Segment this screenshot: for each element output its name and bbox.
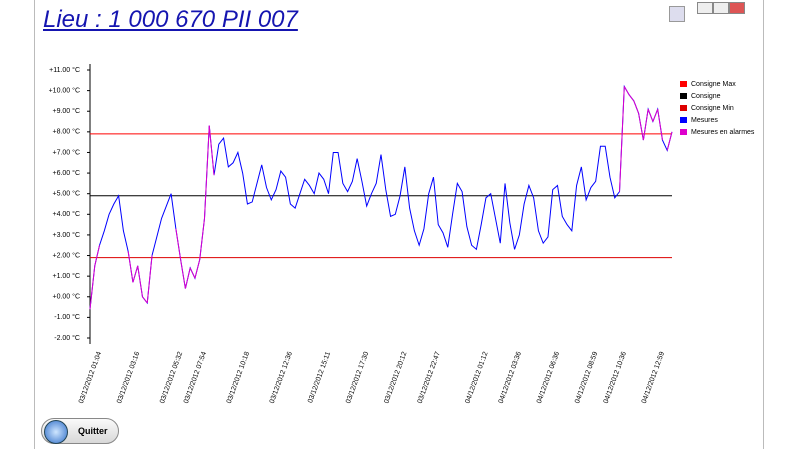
page-title: Lieu : 1 000 670 PII 007 [43,6,298,33]
alarm-segment [146,255,153,304]
print-icon[interactable] [669,6,685,22]
x-tick-label: 04/12/2012 10:36 [603,351,628,405]
y-tick-label: +5.00 °C [52,190,80,198]
alarm-segment [189,267,196,279]
alarm-segment [94,245,101,266]
alarm-segment [619,86,625,192]
legend-swatch [680,129,687,135]
line [89,84,673,310]
y-tick-label: +10.00 °C [49,86,80,94]
chart: +11.00 °C +10.00 °C +9.00 °C +8.00 °C +7.00 … [49,64,755,405]
alarm-segment [628,94,635,102]
y-tick-label: +0.00 °C [52,293,80,301]
y-tick-label: +4.00 °C [52,210,80,218]
alarm-segment [647,108,654,122]
x-tick-label: 04/12/2012 03:36 [498,351,523,405]
x-tick-label: 03/12/2012 01:04 [78,351,103,405]
y-tick-label: +6.00 °C [52,169,80,177]
legend-label: Mesures en alarmes [691,129,755,136]
legend-label: Mesures [691,117,718,124]
legend-label: Consigne Max [691,81,736,88]
alarm-segment [666,131,673,151]
alarm-segment [633,100,640,114]
x-tick-label: 03/12/2012 05:32 [159,351,184,405]
x-tick-label: 04/12/2012 06:36 [536,351,561,405]
x-tick-label: 04/12/2012 12:59 [641,351,666,405]
y-tick-label: -2.00 °C [54,334,80,342]
legend-swatch [680,105,687,111]
x-tick-label: 03/12/2012 15:11 [307,351,332,404]
minimize-button[interactable] [697,2,713,14]
alarm-segment [127,251,134,283]
y-tick-label: +8.00 °C [52,128,80,136]
alarm-segment [638,113,644,141]
alarm-segment [208,125,215,176]
x-tick-label: 03/12/2012 10:18 [226,351,251,405]
y-tick-label: +2.00 °C [52,251,80,259]
y-tick-label: +7.00 °C [52,148,80,156]
x-tick-label: 03/12/2012 22:47 [417,351,442,405]
quit-icon [44,420,68,444]
x-tick-label: 04/12/2012 08:59 [574,351,599,405]
y-tick-label: +11.00 °C [49,66,80,74]
x-tick-label: 03/12/2012 03:16 [116,351,141,405]
legend-swatch [680,117,687,123]
alarm-segment [184,267,191,289]
alarm-segment [652,108,659,122]
close-button[interactable] [729,2,745,14]
alarm-segment [194,259,201,279]
maximize-button[interactable] [713,2,729,14]
alarm-segment [175,228,182,260]
alarm-segment [132,265,139,283]
legend-swatch [680,81,687,87]
y-tick-label: +3.00 °C [52,231,80,239]
x-tick-label: 04/12/2012 01:12 [464,351,489,405]
alarm-segment [642,109,649,141]
alarm-segment [142,296,148,304]
y-tick-label: -1.00 °C [54,313,80,321]
y-tick-label: +1.00 °C [52,272,80,280]
legend-label: Consigne Min [691,105,734,112]
quit-button[interactable]: Quitter [41,418,119,444]
alarm-segment [623,86,630,95]
x-tick-label: 03/12/2012 20:12 [383,351,408,405]
window: Lieu : 1 000 670 PII 007 Quitter [34,0,764,449]
quit-label: Quitter [78,426,108,436]
alarm-segment [89,265,96,310]
alarm-segment [137,265,143,297]
alarm-segment [180,259,186,289]
legend-label: Consigne [691,93,721,100]
alarm-segment [199,218,205,260]
y-tick-label: +9.00 °C [52,107,80,115]
alarm-segment [203,125,210,219]
x-tick-label: 03/12/2012 12:36 [269,351,294,405]
legend-swatch [680,93,687,99]
x-tick-label: 03/12/2012 17:30 [345,351,370,405]
x-tick-label: 03/12/2012 07:54 [183,351,208,405]
alarm-segment [657,109,663,141]
